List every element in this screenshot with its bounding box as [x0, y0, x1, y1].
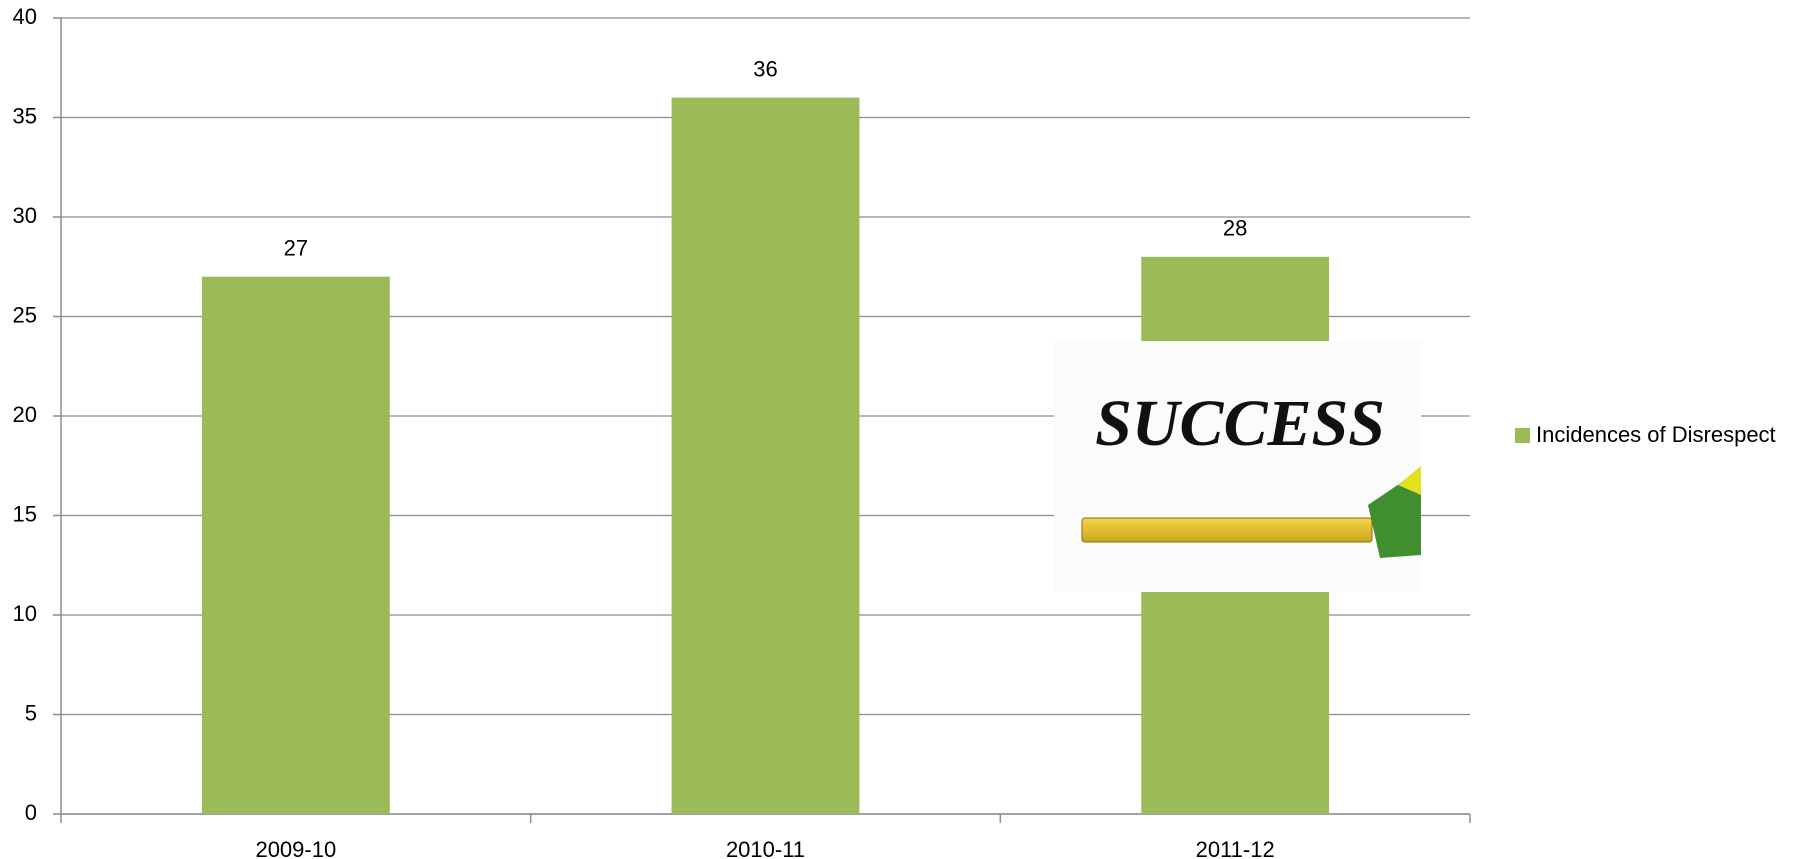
tape-measure [1081, 517, 1373, 543]
legend-label: Incidences of Disrespect [1536, 422, 1776, 447]
data-label: 36 [753, 56, 777, 81]
tape-case [1368, 470, 1421, 558]
tape-case-top [1398, 466, 1421, 495]
picture-text: SUCCESS [1095, 387, 1385, 460]
data-label: 28 [1223, 216, 1247, 241]
y-tick-label: 25 [13, 302, 37, 327]
x-tick-label: 2011-12 [1196, 837, 1275, 859]
y-tick-label: 5 [25, 700, 37, 725]
data-label: 27 [284, 236, 308, 261]
plot-area: 0 5 10 15 20 25 30 35 40 2009-10 2010-11 2011-12 27 3… [13, 4, 1471, 859]
y-tick-label: 40 [13, 4, 37, 29]
x-tick-label: 2010-11 [726, 837, 805, 859]
bar [201, 276, 390, 814]
bar [671, 97, 860, 815]
y-tick-label: 15 [13, 501, 37, 526]
x-tick-label: 2009-10 [255, 837, 336, 859]
y-tick-label: 10 [13, 601, 37, 626]
y-tick-label: 0 [25, 800, 37, 825]
legend-swatch [1515, 428, 1530, 443]
legend: Incidences of Disrespect [1515, 422, 1776, 447]
y-tick-label: 30 [13, 203, 37, 228]
y-tick-label: 35 [13, 103, 37, 128]
picture-background [1054, 341, 1421, 592]
y-tick-label: 20 [13, 402, 37, 427]
picture: SUCCESS [1054, 341, 1421, 592]
